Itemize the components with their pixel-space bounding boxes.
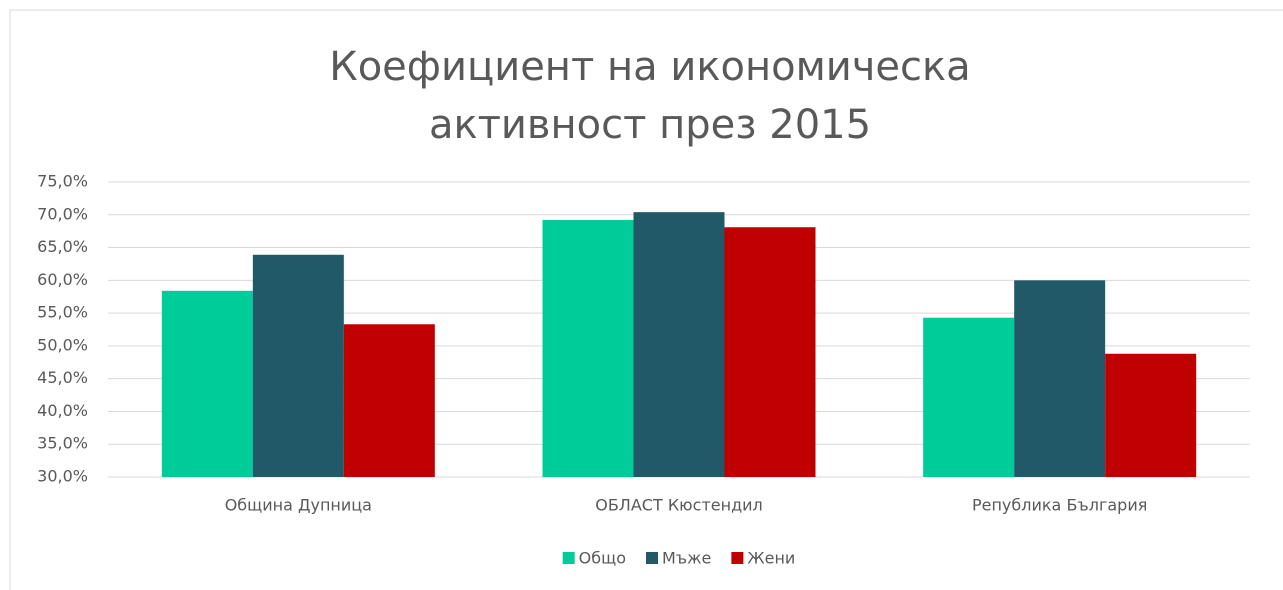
chart-title: Коефициент на икономическа активност пре… [329, 44, 971, 148]
y-tick-label: 60,0% [37, 270, 88, 289]
bar [724, 227, 816, 477]
y-tick-label: 75,0% [37, 172, 88, 191]
x-tick-label: ОБЛАСТ Кюстендил [595, 496, 763, 515]
legend-swatch [562, 552, 575, 564]
y-tick-label: 35,0% [37, 434, 88, 453]
legend-swatch [646, 552, 659, 564]
bar [633, 212, 725, 477]
bar [1105, 353, 1197, 477]
x-tick-label: Република България [972, 496, 1147, 515]
y-tick-label: 50,0% [37, 335, 88, 354]
chart-border [9, 9, 1283, 590]
bar [542, 220, 634, 477]
legend-label: Жени [747, 549, 795, 568]
x-tick-label: Община Дупница [225, 496, 372, 515]
bar [343, 324, 435, 477]
bar [252, 254, 344, 477]
y-tick-label: 45,0% [37, 368, 88, 387]
bar [923, 317, 1015, 477]
legend-label: Общо [579, 549, 626, 568]
y-tick-label: 55,0% [37, 303, 88, 322]
bar [161, 290, 253, 477]
y-tick-label: 70,0% [37, 204, 88, 223]
legend-label: Мъже [662, 549, 711, 568]
bar [1014, 280, 1106, 477]
y-tick-label: 40,0% [37, 401, 88, 420]
legend-swatch [731, 552, 744, 564]
y-tick-label: 30,0% [37, 467, 88, 486]
y-tick-label: 65,0% [37, 237, 88, 256]
